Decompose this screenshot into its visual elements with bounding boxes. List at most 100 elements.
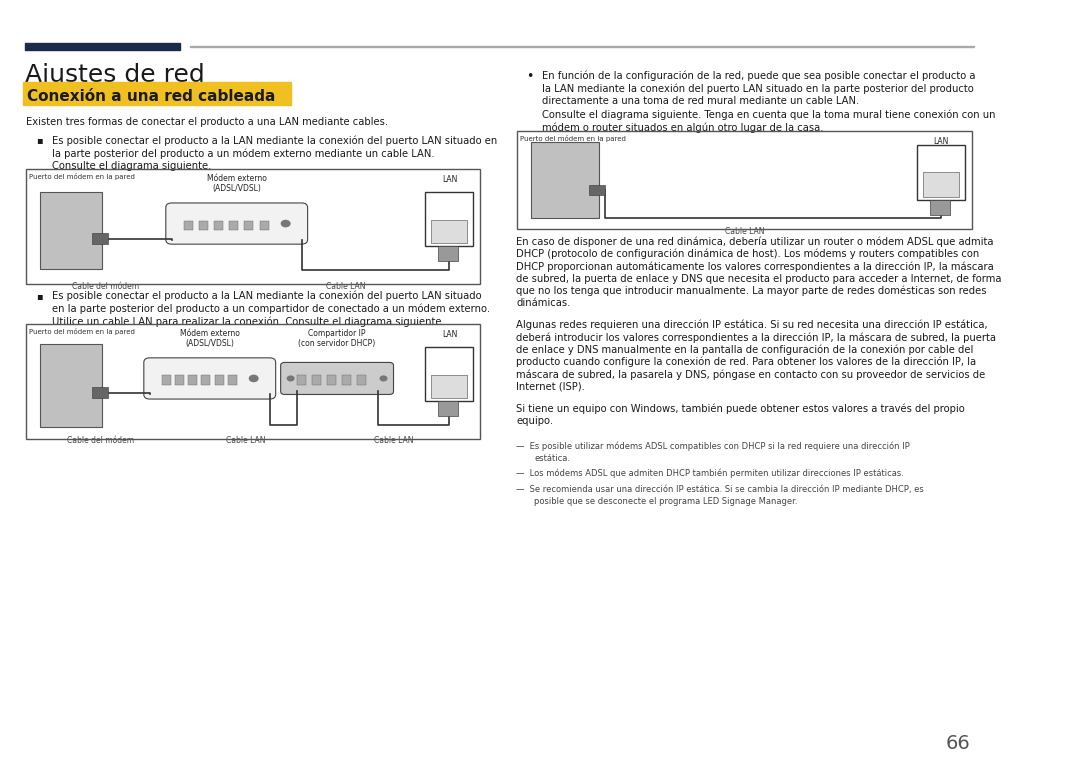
Bar bbox=[199, 221, 208, 230]
Bar bbox=[92, 233, 108, 244]
Bar bbox=[438, 401, 458, 416]
Text: ▪: ▪ bbox=[36, 135, 42, 145]
Bar bbox=[930, 200, 949, 215]
Text: de enlace y DNS manualmente en la pantalla de configuración de la conexión por c: de enlace y DNS manualmente en la pantal… bbox=[516, 345, 974, 355]
Text: ▪: ▪ bbox=[36, 291, 42, 301]
Circle shape bbox=[286, 375, 295, 382]
Circle shape bbox=[379, 375, 388, 382]
Text: —  Se recomienda usar una dirección IP estática. Si se cambia la dirección IP me: — Se recomienda usar una dirección IP es… bbox=[516, 485, 924, 494]
Bar bbox=[40, 192, 102, 269]
Bar bbox=[92, 387, 108, 398]
Text: Es posible conectar el producto a la LAN mediante la conexión del puerto LAN sit: Es posible conectar el producto a la LAN… bbox=[52, 135, 497, 146]
Circle shape bbox=[248, 375, 259, 382]
Bar bbox=[326, 375, 336, 385]
Bar bbox=[297, 375, 306, 385]
Text: Cable del módem: Cable del módem bbox=[72, 282, 139, 291]
Text: estática.: estática. bbox=[535, 454, 570, 463]
Bar bbox=[188, 375, 198, 385]
Text: —  Los módems ADSL que admiten DHCP también permiten utilizar direcciones IP est: — Los módems ADSL que admiten DHCP tambi… bbox=[516, 468, 904, 478]
Bar bbox=[531, 142, 599, 218]
Text: de subred, la puerta de enlace y DNS que necesita el producto para acceder a Int: de subred, la puerta de enlace y DNS que… bbox=[516, 274, 1002, 284]
Text: Cable LAN: Cable LAN bbox=[374, 436, 414, 446]
Text: LAN: LAN bbox=[442, 330, 457, 340]
Text: Si tiene un equipo con Windows, también puede obtener estos valores a través del: Si tiene un equipo con Windows, también … bbox=[516, 403, 966, 414]
Text: Es posible conectar el producto a la LAN mediante la conexión del puerto LAN sit: Es posible conectar el producto a la LAN… bbox=[52, 291, 482, 301]
Text: que no los tenga que introducir manualmente. La mayor parte de redes domésticas : que no los tenga que introducir manualme… bbox=[516, 286, 987, 297]
Text: posible que se desconecte el programa LED Signage Manager.: posible que se desconecte el programa LE… bbox=[535, 497, 798, 506]
Bar bbox=[312, 375, 321, 385]
Text: Utilice un cable LAN para realizar la conexión. Consulte el diagrama siguiente.: Utilice un cable LAN para realizar la co… bbox=[52, 317, 445, 327]
Bar bbox=[517, 131, 972, 229]
Bar bbox=[25, 43, 179, 50]
Bar bbox=[438, 246, 458, 261]
Text: (ADSL/VDSL): (ADSL/VDSL) bbox=[186, 339, 234, 348]
Bar bbox=[432, 220, 468, 243]
Text: Cable LAN: Cable LAN bbox=[725, 227, 765, 236]
Bar bbox=[190, 46, 974, 47]
Bar bbox=[426, 192, 473, 246]
Bar bbox=[214, 221, 224, 230]
Bar bbox=[356, 375, 365, 385]
Text: la LAN mediante la conexión del puerto LAN situado en la parte posterior del pro: la LAN mediante la conexión del puerto L… bbox=[542, 83, 974, 94]
Text: En caso de disponer de una red dinámica, debería utilizar un router o módem ADSL: En caso de disponer de una red dinámica,… bbox=[516, 237, 994, 247]
Text: RJ45: RJ45 bbox=[438, 195, 461, 204]
Text: Algunas redes requieren una dirección IP estática. Si su red necesita una direcc: Algunas redes requieren una dirección IP… bbox=[516, 320, 988, 330]
Text: Ajustes de red: Ajustes de red bbox=[25, 63, 205, 86]
Text: En función de la configuración de la red, puede que sea posible conectar el prod: En función de la configuración de la red… bbox=[542, 70, 976, 81]
Text: Consulte el diagrama siguiente.: Consulte el diagrama siguiente. bbox=[52, 161, 212, 171]
Bar bbox=[26, 324, 481, 439]
Text: directamente a una toma de red mural mediante un cable LAN.: directamente a una toma de red mural med… bbox=[542, 96, 860, 106]
Text: RJ45: RJ45 bbox=[930, 147, 953, 156]
Text: módem o router situados en algún otro lugar de la casa.: módem o router situados en algún otro lu… bbox=[542, 122, 824, 133]
Bar bbox=[341, 375, 351, 385]
Text: equipo.: equipo. bbox=[516, 416, 553, 426]
Text: Compartidor IP: Compartidor IP bbox=[308, 329, 366, 338]
Text: RJ45: RJ45 bbox=[438, 349, 461, 359]
Text: Cable LAN: Cable LAN bbox=[326, 282, 365, 291]
Bar bbox=[228, 375, 237, 385]
Bar bbox=[426, 347, 473, 401]
Text: LAN: LAN bbox=[442, 175, 457, 185]
FancyBboxPatch shape bbox=[144, 358, 275, 399]
Text: deberá introducir los valores correspondientes a la dirección IP, la máscara de : deberá introducir los valores correspond… bbox=[516, 332, 997, 343]
Text: Puerto del módem en la pared: Puerto del módem en la pared bbox=[29, 328, 135, 335]
Bar bbox=[40, 344, 102, 427]
Text: DHCP proporcionan automáticamente los valores correspondientes a la dirección IP: DHCP proporcionan automáticamente los va… bbox=[516, 261, 994, 272]
Bar bbox=[201, 375, 211, 385]
Text: máscara de subred, la pasarela y DNS, póngase en contacto con su proveedor de se: máscara de subred, la pasarela y DNS, pó… bbox=[516, 369, 986, 380]
Text: Consulte el diagrama siguiente. Tenga en cuenta que la toma mural tiene conexión: Consulte el diagrama siguiente. Tenga en… bbox=[542, 109, 996, 120]
Text: DHCP (protocolo de configuración dinámica de host). Los módems y routers compati: DHCP (protocolo de configuración dinámic… bbox=[516, 249, 980, 259]
Bar bbox=[175, 375, 184, 385]
Bar bbox=[23, 82, 291, 105]
Bar bbox=[229, 221, 239, 230]
Text: —  Es posible utilizar módems ADSL compatibles con DHCP si la red requiere una d: — Es posible utilizar módems ADSL compat… bbox=[516, 442, 910, 451]
Text: dinámicas.: dinámicas. bbox=[516, 298, 570, 308]
Text: LAN: LAN bbox=[933, 137, 948, 146]
Text: Módem externo: Módem externo bbox=[206, 174, 267, 183]
Bar bbox=[923, 172, 959, 197]
Bar bbox=[26, 169, 481, 284]
FancyBboxPatch shape bbox=[281, 362, 393, 394]
Bar bbox=[590, 185, 605, 195]
Text: 66: 66 bbox=[946, 734, 971, 753]
Text: Puerto del módem en la pared: Puerto del módem en la pared bbox=[521, 135, 626, 142]
FancyBboxPatch shape bbox=[166, 203, 308, 244]
Bar bbox=[917, 145, 964, 200]
Text: Conexión a una red cableada: Conexión a una red cableada bbox=[27, 89, 275, 104]
Text: Existen tres formas de conectar el producto a una LAN mediante cables.: Existen tres formas de conectar el produ… bbox=[26, 117, 388, 127]
Circle shape bbox=[281, 220, 291, 227]
Bar bbox=[432, 375, 468, 398]
Text: Internet (ISP).: Internet (ISP). bbox=[516, 382, 585, 391]
Text: Puerto del módem en la pared: Puerto del módem en la pared bbox=[29, 173, 135, 180]
Text: producto cuando configure la conexión de red. Para obtener los valores de la dir: producto cuando configure la conexión de… bbox=[516, 357, 976, 368]
Bar bbox=[259, 221, 269, 230]
Bar bbox=[215, 375, 224, 385]
Bar bbox=[162, 375, 171, 385]
Text: (con servidor DHCP): (con servidor DHCP) bbox=[298, 339, 376, 348]
Bar bbox=[184, 221, 192, 230]
Text: la parte posterior del producto a un módem externo mediante un cable LAN.: la parte posterior del producto a un mód… bbox=[52, 148, 434, 159]
Text: •: • bbox=[526, 70, 534, 83]
Text: Cable del módem: Cable del módem bbox=[67, 436, 134, 446]
Text: en la parte posterior del producto a un compartidor de conectado a un módem exte: en la parte posterior del producto a un … bbox=[52, 304, 490, 314]
Text: (ADSL/VDSL): (ADSL/VDSL) bbox=[213, 184, 261, 193]
